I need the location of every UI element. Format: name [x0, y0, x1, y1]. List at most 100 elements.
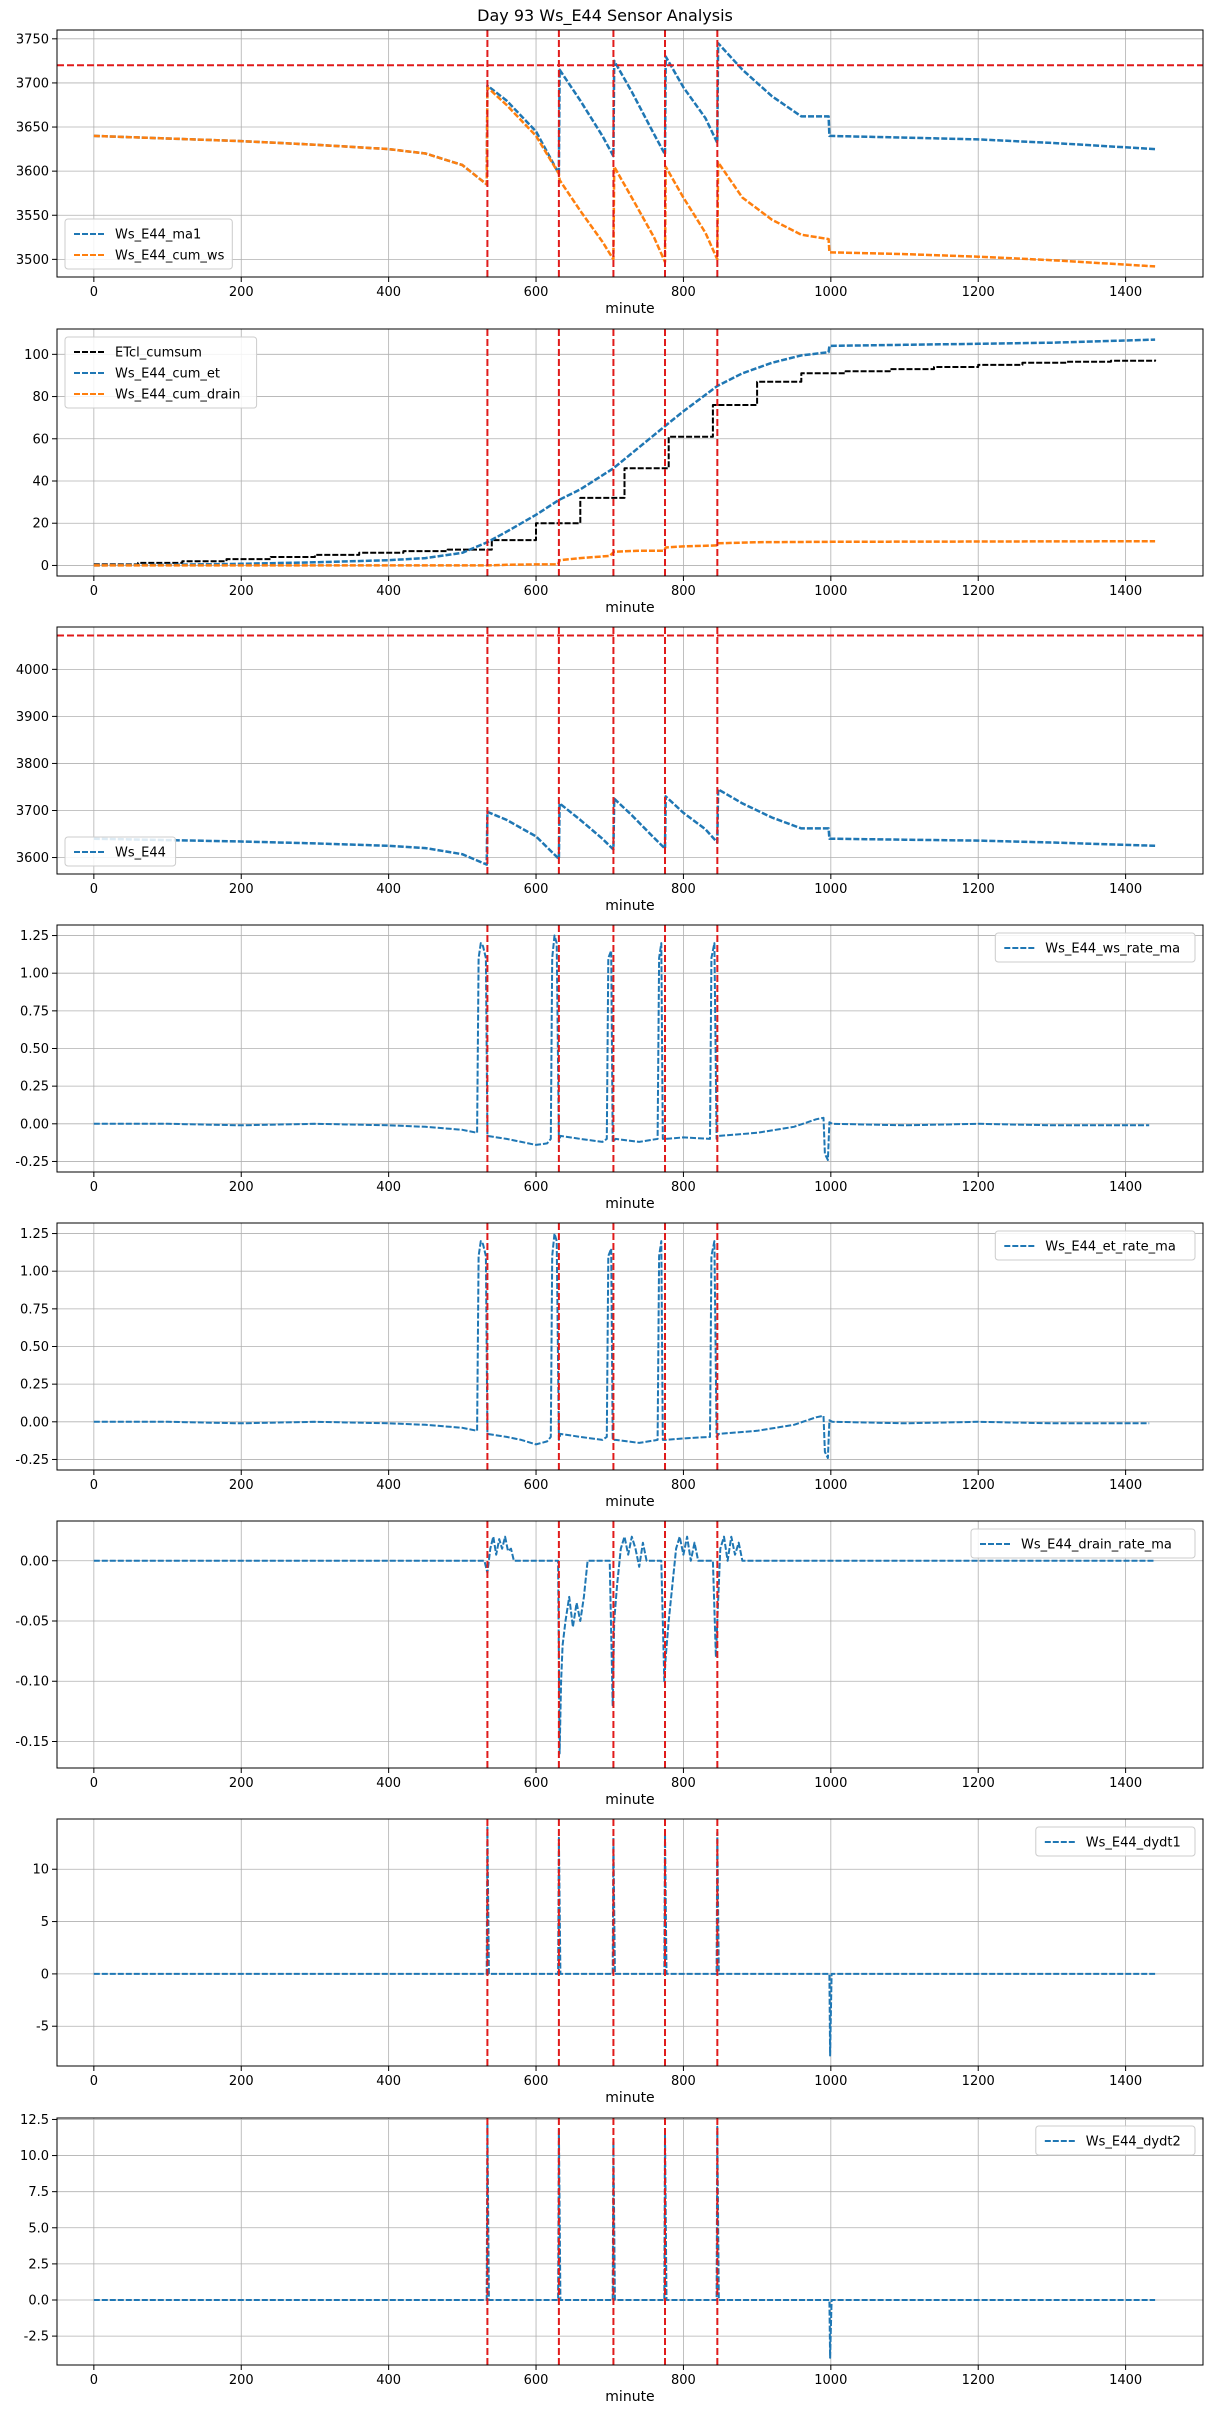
x-tick-label: 200 — [229, 584, 254, 599]
x-axis-label: minute — [605, 2090, 654, 2106]
ticks: 0 200 400 600 800 1000 1200 1400 -0.15 -0.10 -0.05… — [15, 1554, 1142, 1791]
y-tick-label: 3800 — [16, 757, 49, 772]
x-tick-label: 0 — [90, 882, 98, 897]
legend-box — [64, 336, 258, 409]
x-axis-label: minute — [605, 1196, 654, 1212]
axes-frame — [56, 1520, 1204, 1769]
ticks: 0 200 400 600 800 1000 1200 1400 -0.25 0.00 0.25 0.… — [15, 929, 1142, 1195]
y-tick-label: 4000 — [16, 663, 49, 678]
y-tick-label: 7.5 — [28, 2185, 49, 2200]
y-tick-label: 0.75 — [20, 1302, 49, 1317]
x-tick-label: 800 — [671, 1776, 696, 1791]
x-tick-label: 800 — [671, 1180, 696, 1195]
plot-area — [57, 627, 1203, 874]
series-line-Ws_E44_ws_rate_ma — [93, 934, 1150, 1161]
grid — [57, 627, 1203, 874]
y-tick-label: -5 — [36, 2020, 49, 2035]
y-tick-label: 0 — [41, 1967, 49, 1982]
x-tick-label: 1000 — [814, 1180, 847, 1195]
y-tick-label: -2.5 — [24, 2330, 49, 2345]
x-tick-label: 200 — [229, 1478, 254, 1493]
x-tick-label: 1200 — [962, 584, 995, 599]
legend-box — [994, 1230, 1196, 1261]
y-tick-label: 5 — [41, 1915, 49, 1930]
x-tick-label: 200 — [229, 285, 254, 300]
x-tick-label: 800 — [671, 2373, 696, 2388]
x-tick-label: 400 — [376, 1776, 401, 1791]
y-tick-label: 1.00 — [20, 1265, 49, 1280]
grid — [57, 1819, 1203, 2066]
ticks: 0 200 400 600 800 1000 1200 1400 -2.5 0.0 2.5 5.0 7.… — [20, 2113, 1142, 2388]
plot-area — [93, 329, 1157, 576]
x-tick-label: 1200 — [962, 1180, 995, 1195]
ticks: 0 200 400 600 800 1000 1200 1400 3600 3700 3800 390… — [16, 663, 1142, 897]
x-tick-label: 0 — [90, 584, 98, 599]
legend: Ws_E44_ws_rate_ma — [994, 932, 1196, 963]
series-line-Ws_E44_dydt1 — [93, 1826, 1156, 2057]
x-axis-label: minute — [605, 898, 654, 914]
y-tick-label: 1.25 — [20, 929, 49, 944]
series-line-Ws_E44_et_rate_ma — [93, 1232, 1150, 1459]
x-tick-label: 400 — [376, 2373, 401, 2388]
y-tick-label: 0.00 — [20, 1117, 49, 1132]
x-tick-label: 0 — [90, 1180, 98, 1195]
x-tick-label: 200 — [229, 2074, 254, 2089]
plot-area — [93, 2118, 1156, 2365]
axes-frame — [56, 29, 1204, 278]
axes-frame — [56, 1222, 1204, 1471]
plot-area — [93, 1521, 1156, 1768]
x-tick-label: 1400 — [1109, 1776, 1142, 1791]
y-tick-label: 10 — [32, 1863, 49, 1878]
grid — [57, 2118, 1203, 2365]
plot-area — [57, 30, 1203, 277]
y-tick-label: 0.50 — [20, 1042, 49, 1057]
y-tick-label: 0.75 — [20, 1004, 49, 1019]
x-tick-label: 1400 — [1109, 584, 1142, 599]
chart-panel-8: 0 200 400 600 800 1000 1200 1400 -2.5 0.0 2.5 5.0 7.… — [20, 2113, 1204, 2405]
x-tick-label: 800 — [671, 584, 696, 599]
y-tick-label: 0.25 — [20, 1378, 49, 1393]
chart-panel-1: 0 200 400 600 800 1000 1200 1400 3500 3550 3600 365… — [16, 29, 1204, 317]
x-tick-label: 800 — [671, 1478, 696, 1493]
x-axis-label: minute — [605, 600, 654, 616]
legend-label: Ws_E44_ma1 — [115, 228, 201, 243]
y-tick-label: 3700 — [16, 804, 49, 819]
x-tick-label: 1200 — [962, 1776, 995, 1791]
y-tick-label: 3750 — [16, 32, 49, 47]
y-tick-label: 3600 — [16, 851, 49, 866]
series-line-Ws_E44_dydt2 — [93, 2122, 1156, 2359]
chart-panel-7: 0 200 400 600 800 1000 1200 1400 -5 0 5 10 minute Ws_… — [32, 1818, 1204, 2106]
grid — [57, 1223, 1203, 1470]
legend-label: Ws_E44_dydt1 — [1086, 1836, 1181, 1851]
x-tick-label: 0 — [90, 2373, 98, 2388]
x-tick-label: 1400 — [1109, 1180, 1142, 1195]
y-tick-label: 40 — [32, 475, 49, 490]
legend: Ws_E44_drain_rate_ma — [970, 1528, 1196, 1559]
x-tick-label: 200 — [229, 1776, 254, 1791]
legend-label: Ws_E44_cum_et — [115, 367, 220, 382]
x-tick-label: 400 — [376, 285, 401, 300]
x-tick-label: 1000 — [814, 2373, 847, 2388]
y-tick-label: 0.25 — [20, 1080, 49, 1095]
y-tick-label: 2.5 — [28, 2257, 49, 2272]
legend: Ws_E44_dydt2 — [1035, 2125, 1196, 2156]
x-axis-label: minute — [605, 1494, 654, 1510]
legend-box — [994, 932, 1196, 963]
y-tick-label: 60 — [32, 432, 49, 447]
y-tick-label: 3900 — [16, 710, 49, 725]
x-tick-label: 0 — [90, 1478, 98, 1493]
y-tick-label: 1.00 — [20, 967, 49, 982]
chart-panel-6: 0 200 400 600 800 1000 1200 1400 -0.15 -0.10 -0.05… — [15, 1520, 1204, 1808]
x-tick-label: 1400 — [1109, 2074, 1142, 2089]
x-tick-label: 600 — [524, 285, 549, 300]
legend-label: ETcl_cumsum — [115, 346, 202, 361]
x-tick-label: 400 — [376, 882, 401, 897]
legend: Ws_E44_ma1 Ws_E44_cum_ws — [64, 218, 233, 270]
ticks: 0 200 400 600 800 1000 1200 1400 -5 0 5 10 — [32, 1863, 1142, 2089]
y-tick-label: 3600 — [16, 165, 49, 180]
x-tick-label: 1400 — [1109, 1478, 1142, 1493]
y-tick-label: 0 — [41, 559, 49, 574]
y-tick-label: 0.50 — [20, 1340, 49, 1355]
x-axis-label: minute — [605, 1792, 654, 1808]
